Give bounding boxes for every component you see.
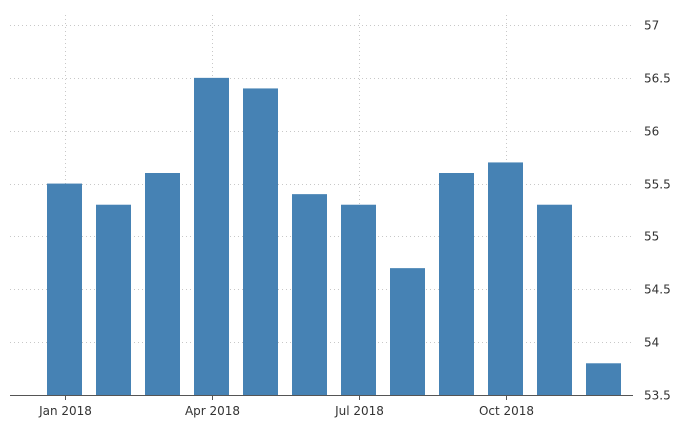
tick-labels: 53.5 54 54.5 55 55.5 56 56.5 57 Jan 2018 Apr 2018… [38, 19, 671, 419]
bar [243, 88, 278, 395]
bar [47, 183, 82, 395]
x-tick-label: Oct 2018 [479, 404, 534, 418]
bar [488, 162, 523, 395]
y-tick-label: 56.5 [644, 72, 671, 86]
bar [341, 204, 376, 395]
x-tick-label: Jan 2018 [38, 404, 92, 418]
bar [96, 204, 131, 395]
bar [194, 77, 229, 395]
y-tick-label: 55.5 [644, 178, 671, 192]
x-tick-label: Jul 2018 [334, 404, 384, 418]
bar [292, 194, 327, 395]
axes [10, 395, 633, 400]
y-tick-label: 54.5 [644, 283, 671, 297]
bar [537, 204, 572, 395]
bar [586, 363, 621, 395]
y-tick-label: 56 [644, 125, 659, 139]
y-tick-label: 55 [644, 230, 659, 244]
x-tick-label: Apr 2018 [185, 404, 240, 418]
bars [47, 77, 621, 395]
bar [145, 173, 180, 395]
bar [439, 173, 474, 395]
bar [390, 268, 425, 395]
y-tick-label: 54 [644, 336, 659, 350]
y-tick-label: 53.5 [644, 389, 671, 403]
y-tick-label: 57 [644, 19, 659, 33]
